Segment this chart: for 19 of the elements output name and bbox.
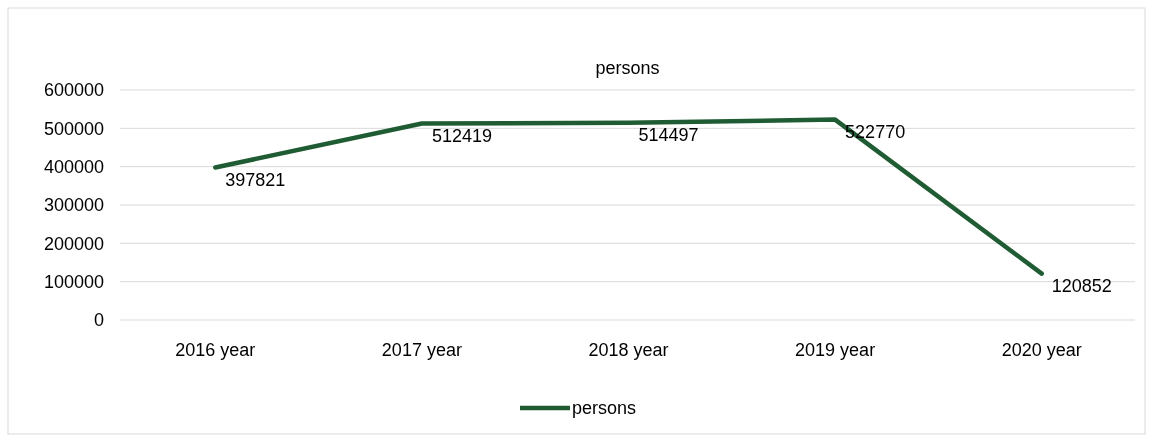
- x-tick-label: 2017 year: [381, 340, 462, 360]
- chart-title: persons: [595, 58, 660, 78]
- x-tick-label: 2020 year: [1001, 340, 1082, 360]
- data-label: 514497: [638, 124, 699, 145]
- y-tick-label: 300000: [43, 195, 104, 216]
- x-tick-label: 2016 year: [175, 340, 256, 360]
- data-label: 512419: [431, 125, 492, 146]
- data-label: 120852: [1051, 275, 1112, 296]
- y-tick-label: 0: [93, 310, 104, 331]
- data-label: 397821: [225, 169, 286, 190]
- line-series: [213, 117, 1044, 276]
- y-tick-label: 600000: [43, 80, 104, 101]
- legend-label: persons: [572, 398, 637, 419]
- y-tick-label: 400000: [43, 156, 104, 177]
- y-tick-label: 500000: [43, 118, 104, 139]
- y-tick-label: 200000: [43, 233, 104, 254]
- y-tick-label: 100000: [43, 271, 104, 292]
- x-tick-label: 2019 year: [795, 340, 876, 360]
- x-tick-label: 2018 year: [588, 340, 669, 360]
